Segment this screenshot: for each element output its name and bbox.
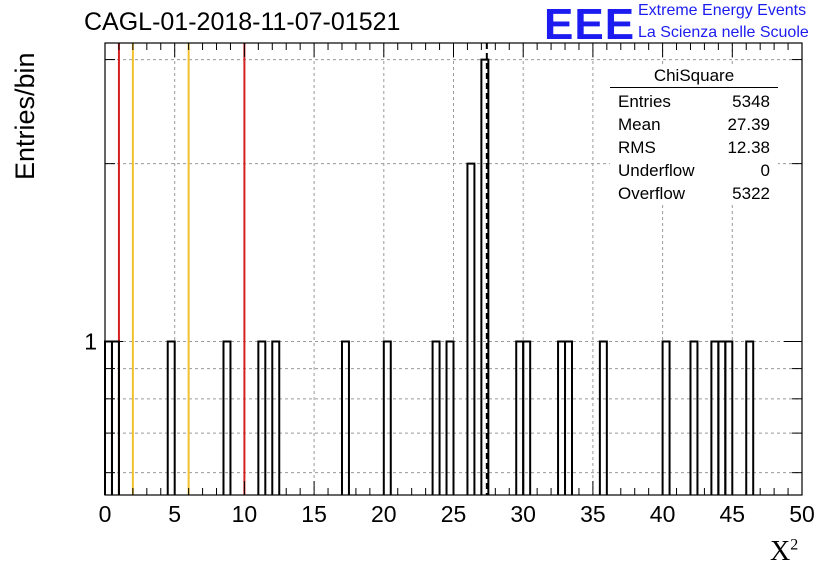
stats-row-rms: RMS 12.38 xyxy=(610,136,778,159)
x-tick-label: 0 xyxy=(99,501,112,527)
eee-logo: EEE xyxy=(544,0,636,49)
x-tick-label: 35 xyxy=(580,501,606,527)
chart-title: CAGL-01-2018-11-07-01521 xyxy=(84,8,401,36)
histogram-bin xyxy=(271,340,281,495)
stats-value: 0 xyxy=(760,161,770,180)
stats-label: Entries xyxy=(618,92,671,111)
histogram-bin xyxy=(522,340,532,495)
stats-label: RMS xyxy=(618,138,656,157)
histogram-bin xyxy=(745,340,755,495)
histogram-bin xyxy=(564,340,573,495)
histogram-bin xyxy=(689,340,699,495)
histogram-bin xyxy=(110,340,120,495)
histogram-bin xyxy=(382,340,392,495)
histogram-bin xyxy=(257,340,267,495)
x-tick-label: 15 xyxy=(301,501,327,527)
histogram-bin xyxy=(166,340,176,495)
x-tick-label: 5 xyxy=(168,501,181,527)
stats-title: ChiSquare xyxy=(610,66,778,88)
histogram-bin xyxy=(717,340,727,495)
histogram-bin xyxy=(480,58,490,495)
x-axis-label: X2 xyxy=(770,536,799,567)
brand-line-1: Extreme Energy Events xyxy=(638,2,807,19)
histogram-bin xyxy=(431,340,441,495)
stats-box: ChiSquare Entries 5348 Mean 27.39 RMS 12.38… xyxy=(610,66,778,205)
histogram-bin xyxy=(466,162,476,495)
stats-row-mean: Mean 27.39 xyxy=(610,113,778,136)
histogram-bin xyxy=(222,340,232,495)
x-tick-label: 45 xyxy=(720,501,746,527)
histogram-bin xyxy=(598,340,608,495)
x-tick-label: 30 xyxy=(510,501,536,527)
histogram-bin xyxy=(724,340,734,495)
brand-line-2: La Scienza nelle Scuole xyxy=(638,24,809,41)
x-tick-label: 40 xyxy=(650,501,676,527)
stats-value: 5348 xyxy=(732,92,770,111)
x-tick-label: 10 xyxy=(232,501,258,527)
stats-label: Mean xyxy=(618,115,661,134)
histogram-bin xyxy=(515,340,525,495)
stats-row-entries: Entries 5348 xyxy=(610,90,778,113)
stats-value: 27.39 xyxy=(727,115,770,134)
stats-row-underflow: Underflow 0 xyxy=(610,159,778,182)
histogram-bin xyxy=(710,340,720,495)
y-axis-label: Entries/bin xyxy=(10,52,40,180)
x-tick-label: 50 xyxy=(789,501,815,527)
histogram-bin xyxy=(104,340,113,495)
histogram-bin xyxy=(557,340,567,495)
stats-label: Overflow xyxy=(618,184,686,203)
stats-value: 12.38 xyxy=(727,138,770,157)
histogram-bin xyxy=(340,340,350,495)
stats-value: 5322 xyxy=(732,184,770,203)
histogram-bin xyxy=(445,340,455,495)
stats-label: Underflow xyxy=(618,161,695,180)
x-tick-label: 20 xyxy=(371,501,397,527)
stats-row-overflow: Overflow 5322 xyxy=(610,182,778,205)
histogram-bin xyxy=(661,340,671,495)
y-tick-label: 1 xyxy=(84,329,97,355)
x-tick-label: 25 xyxy=(441,501,467,527)
